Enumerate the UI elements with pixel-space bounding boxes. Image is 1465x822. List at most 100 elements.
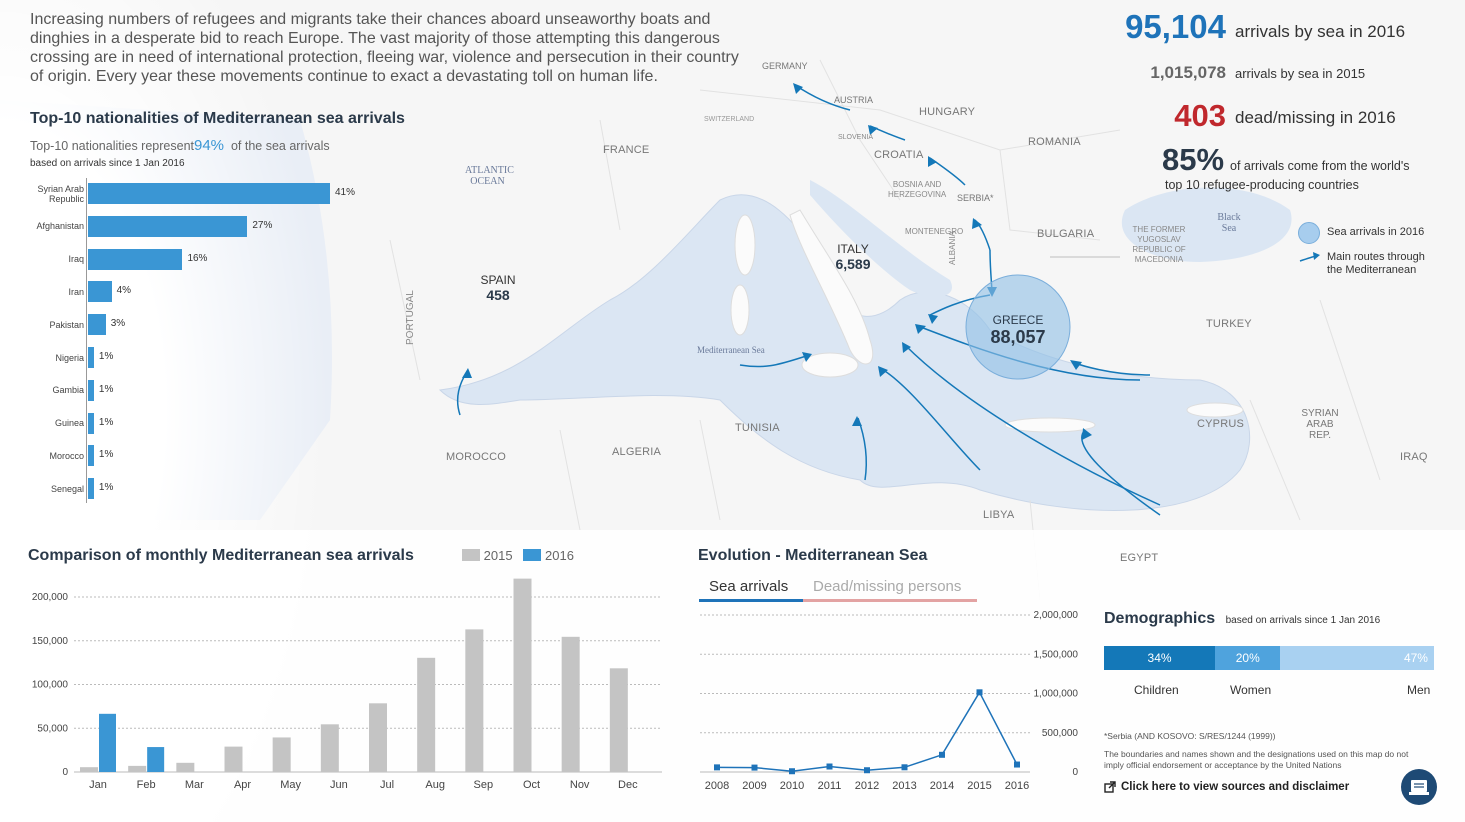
arrivals-greece: GREECE 88,057 xyxy=(983,313,1053,348)
legend-arrow-icon xyxy=(1299,252,1320,262)
label-atlantic-1: ATLANTIC xyxy=(465,165,514,176)
stat-top10-pct: 85% xyxy=(1162,142,1225,177)
monthly-bar-2015[interactable] xyxy=(561,636,580,772)
nationality-bar[interactable] xyxy=(88,347,94,368)
arrivals-spain: SPAIN 458 xyxy=(478,273,518,303)
arrivals-spain-value: 458 xyxy=(486,287,510,303)
demographics-women-segment: 20% xyxy=(1215,646,1281,670)
monthly-chart: 0 50,000 100,000 150,000 200,000 Jan Feb Mar Apr… xyxy=(32,578,662,791)
monthly-legend: 2015 2016 xyxy=(462,548,574,563)
monthly-bar-2015[interactable] xyxy=(128,765,147,772)
monthly-xtick: Jul xyxy=(380,779,394,791)
monthly-bar-2015[interactable] xyxy=(417,657,436,772)
evolution-chart: 0 500,000 1,000,000 1,500,000 2,000,000 2008 2… xyxy=(700,610,1079,792)
nationality-bar[interactable] xyxy=(88,281,112,303)
evolution-point[interactable] xyxy=(864,767,870,774)
arrivals-italy: ITALY 6,589 xyxy=(828,242,878,272)
nationality-value-label: 16% xyxy=(187,252,208,264)
monthly-bar-2015[interactable] xyxy=(513,578,532,772)
nationality-bar[interactable] xyxy=(88,314,106,336)
label-montenegro: MONTENEGRO xyxy=(905,227,964,236)
tab-sea-arrivals[interactable]: Sea arrivals xyxy=(699,574,803,602)
nationality-bar[interactable] xyxy=(88,248,183,270)
evolution-point[interactable] xyxy=(1014,761,1020,768)
nationalities-chart: Syrian Arab Republic 41% Afghanistan 27% Ira… xyxy=(0,178,400,508)
label-bosnia-line2: HERZEGOVINA xyxy=(888,190,947,199)
monthly-bar-2015[interactable] xyxy=(272,737,291,772)
label-serbia: SERBIA* xyxy=(957,193,994,203)
nationality-bar[interactable] xyxy=(88,379,94,401)
evolution-xtick: 2009 xyxy=(742,780,766,792)
label-cyprus: CYPRUS xyxy=(1197,418,1245,430)
demographics-header: Demographics based on arrivals since 1 J… xyxy=(1104,610,1380,628)
sources-link[interactable]: Click here to view sources and disclaime… xyxy=(1104,781,1349,793)
monthly-bar-2016[interactable] xyxy=(147,747,165,772)
monthly-bar-2015[interactable] xyxy=(224,746,243,772)
label-tunisia: TUNISIA xyxy=(735,422,780,434)
nationality-bar[interactable] xyxy=(88,445,94,467)
nationality-bar[interactable] xyxy=(88,412,94,434)
nationality-label: Pakistan xyxy=(49,319,84,330)
stat-dead-missing: 403 xyxy=(1174,98,1226,133)
monthly-bar-2015[interactable] xyxy=(609,668,628,772)
monthly-xtick: Sep xyxy=(474,779,494,791)
label-black-sea-2: Sea xyxy=(1221,223,1237,234)
legend-arrow-line1: Main routes through xyxy=(1327,251,1425,263)
monthly-bar-2015[interactable] xyxy=(369,703,387,772)
label-morocco: MOROCCO xyxy=(446,451,507,463)
monthly-bar-2015[interactable] xyxy=(80,767,98,772)
label-black-sea-1: Black xyxy=(1217,212,1241,223)
monthly-bar-2015[interactable] xyxy=(176,762,195,772)
nationality-label: Morocco xyxy=(49,450,84,461)
nationality-label: Senegal xyxy=(50,483,84,494)
evolution-point[interactable] xyxy=(714,764,720,771)
stat-arrivals-2016-label: arrivals by sea in 2016 xyxy=(1235,22,1406,41)
footnote-boundaries-2: imply official endorsement or acceptance… xyxy=(1104,760,1342,770)
label-albania: ALBANIA xyxy=(948,231,957,265)
evolution-xtick: 2012 xyxy=(855,780,879,792)
nationalities-title: Top-10 nationalities of Mediterranean se… xyxy=(30,110,405,127)
monthly-xtick: Feb xyxy=(137,779,156,791)
nationality-bar[interactable] xyxy=(88,183,330,204)
footnote-boundaries: The boundaries and names shown and the d… xyxy=(1104,749,1408,771)
nationality-value-label: 1% xyxy=(98,449,114,461)
evolution-xtick: 2015 xyxy=(967,780,991,792)
monthly-ytick: 0 xyxy=(62,767,68,778)
label-bosnia: BOSNIA AND HERZEGOVINA xyxy=(888,180,946,200)
tab-dead-missing[interactable]: Dead/missing persons xyxy=(803,574,977,602)
label-bosnia-line1: BOSNIA AND xyxy=(892,180,942,189)
nationality-label: Afghanistan xyxy=(36,221,84,232)
monthly-bar-2015[interactable] xyxy=(465,629,484,772)
evolution-point[interactable] xyxy=(901,764,908,771)
evolution-point[interactable] xyxy=(976,689,983,696)
nationality-value-label: 1% xyxy=(98,416,114,428)
nationalities-subtitle-pre: Top-10 nationalities represent xyxy=(30,139,194,153)
demographics-children-segment: 34% xyxy=(1104,646,1216,670)
evolution-ytick: 2,000,000 xyxy=(1034,610,1079,621)
label-syria-2: ARAB xyxy=(1306,419,1334,430)
monthly-bar-2016[interactable] xyxy=(99,713,116,772)
evolution-point[interactable] xyxy=(751,764,758,771)
nationality-label: Guinea xyxy=(54,418,84,429)
arrivals-italy-name: ITALY xyxy=(837,242,869,256)
arrivals-italy-value: 6,589 xyxy=(835,256,871,272)
evolution-point[interactable] xyxy=(826,763,833,770)
stat-arrivals-2016: 95,104 xyxy=(1125,8,1226,45)
monthly-ytick: 50,000 xyxy=(37,723,68,734)
legend-2015-label: 2015 xyxy=(483,548,513,563)
nationality-bar[interactable] xyxy=(88,215,248,237)
evolution-point[interactable] xyxy=(939,751,945,758)
nationality-bar[interactable] xyxy=(88,478,94,500)
book-icon xyxy=(1409,780,1429,795)
nationality-label: Gambia xyxy=(52,385,84,396)
evolution-point[interactable] xyxy=(789,768,795,775)
nationality-value-label: 1% xyxy=(98,482,114,494)
external-link-icon xyxy=(1104,781,1116,793)
monthly-bar-2015[interactable] xyxy=(320,724,339,772)
label-croatia: CROATIA xyxy=(874,149,924,161)
book-button[interactable] xyxy=(1401,769,1437,805)
monthly-xtick: May xyxy=(280,779,301,791)
evolution-xtick: 2010 xyxy=(780,780,804,792)
evolution-ytick: 1,000,000 xyxy=(1034,689,1079,700)
label-atlantic: ATLANTIC OCEAN xyxy=(465,165,514,187)
